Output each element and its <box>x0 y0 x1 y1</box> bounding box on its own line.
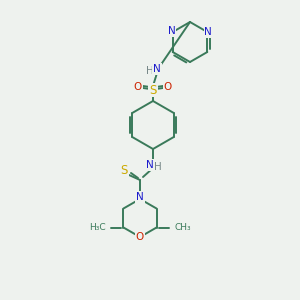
Text: H₃C: H₃C <box>89 223 106 232</box>
Text: S: S <box>149 83 157 97</box>
Text: N: N <box>146 160 154 170</box>
Text: S: S <box>120 164 128 178</box>
Text: N: N <box>204 27 212 37</box>
Text: H: H <box>154 162 162 172</box>
Text: O: O <box>136 232 144 242</box>
Text: N: N <box>136 192 144 202</box>
Text: N: N <box>168 26 176 36</box>
Text: N: N <box>153 64 161 74</box>
Text: O: O <box>134 82 142 92</box>
Text: H: H <box>146 66 154 76</box>
Text: O: O <box>164 82 172 92</box>
Text: CH₃: CH₃ <box>175 223 191 232</box>
